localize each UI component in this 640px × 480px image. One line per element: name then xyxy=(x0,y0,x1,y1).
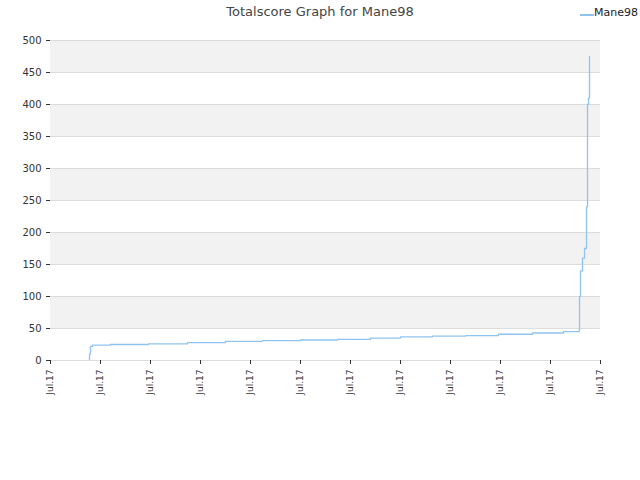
svg-text:Jul.17: Jul.17 xyxy=(45,370,55,396)
svg-text:250: 250 xyxy=(22,195,41,206)
svg-text:Jul.17: Jul.17 xyxy=(445,370,455,396)
svg-text:Jul.17: Jul.17 xyxy=(395,370,405,396)
svg-text:0: 0 xyxy=(35,355,41,366)
svg-text:50: 50 xyxy=(29,323,42,334)
svg-text:Jul.17: Jul.17 xyxy=(95,370,105,396)
svg-text:Jul.17: Jul.17 xyxy=(195,370,205,396)
svg-text:150: 150 xyxy=(22,259,41,270)
svg-text:Jul.17: Jul.17 xyxy=(545,370,555,396)
svg-text:Jul.17: Jul.17 xyxy=(295,370,305,396)
html-text:Mane98: Mane98 xyxy=(594,6,638,19)
svg-text:Jul.17: Jul.17 xyxy=(145,370,155,396)
html-text:Totalscore Graph for Mane98: Totalscore Graph for Mane98 xyxy=(226,4,414,19)
svg-text:350: 350 xyxy=(22,131,41,142)
svg-text:200: 200 xyxy=(22,227,41,238)
svg-text:Jul.17: Jul.17 xyxy=(345,370,355,396)
svg-text:Jul.17: Jul.17 xyxy=(245,370,255,396)
svg-text:Jul.17: Jul.17 xyxy=(495,370,505,396)
svg-text:300: 300 xyxy=(22,163,41,174)
svg-text:100: 100 xyxy=(22,291,41,302)
svg-text:500: 500 xyxy=(22,35,41,46)
svg-text:Jul.17: Jul.17 xyxy=(595,370,605,396)
svg-text:400: 400 xyxy=(22,99,41,110)
svg-text:450: 450 xyxy=(22,67,41,78)
